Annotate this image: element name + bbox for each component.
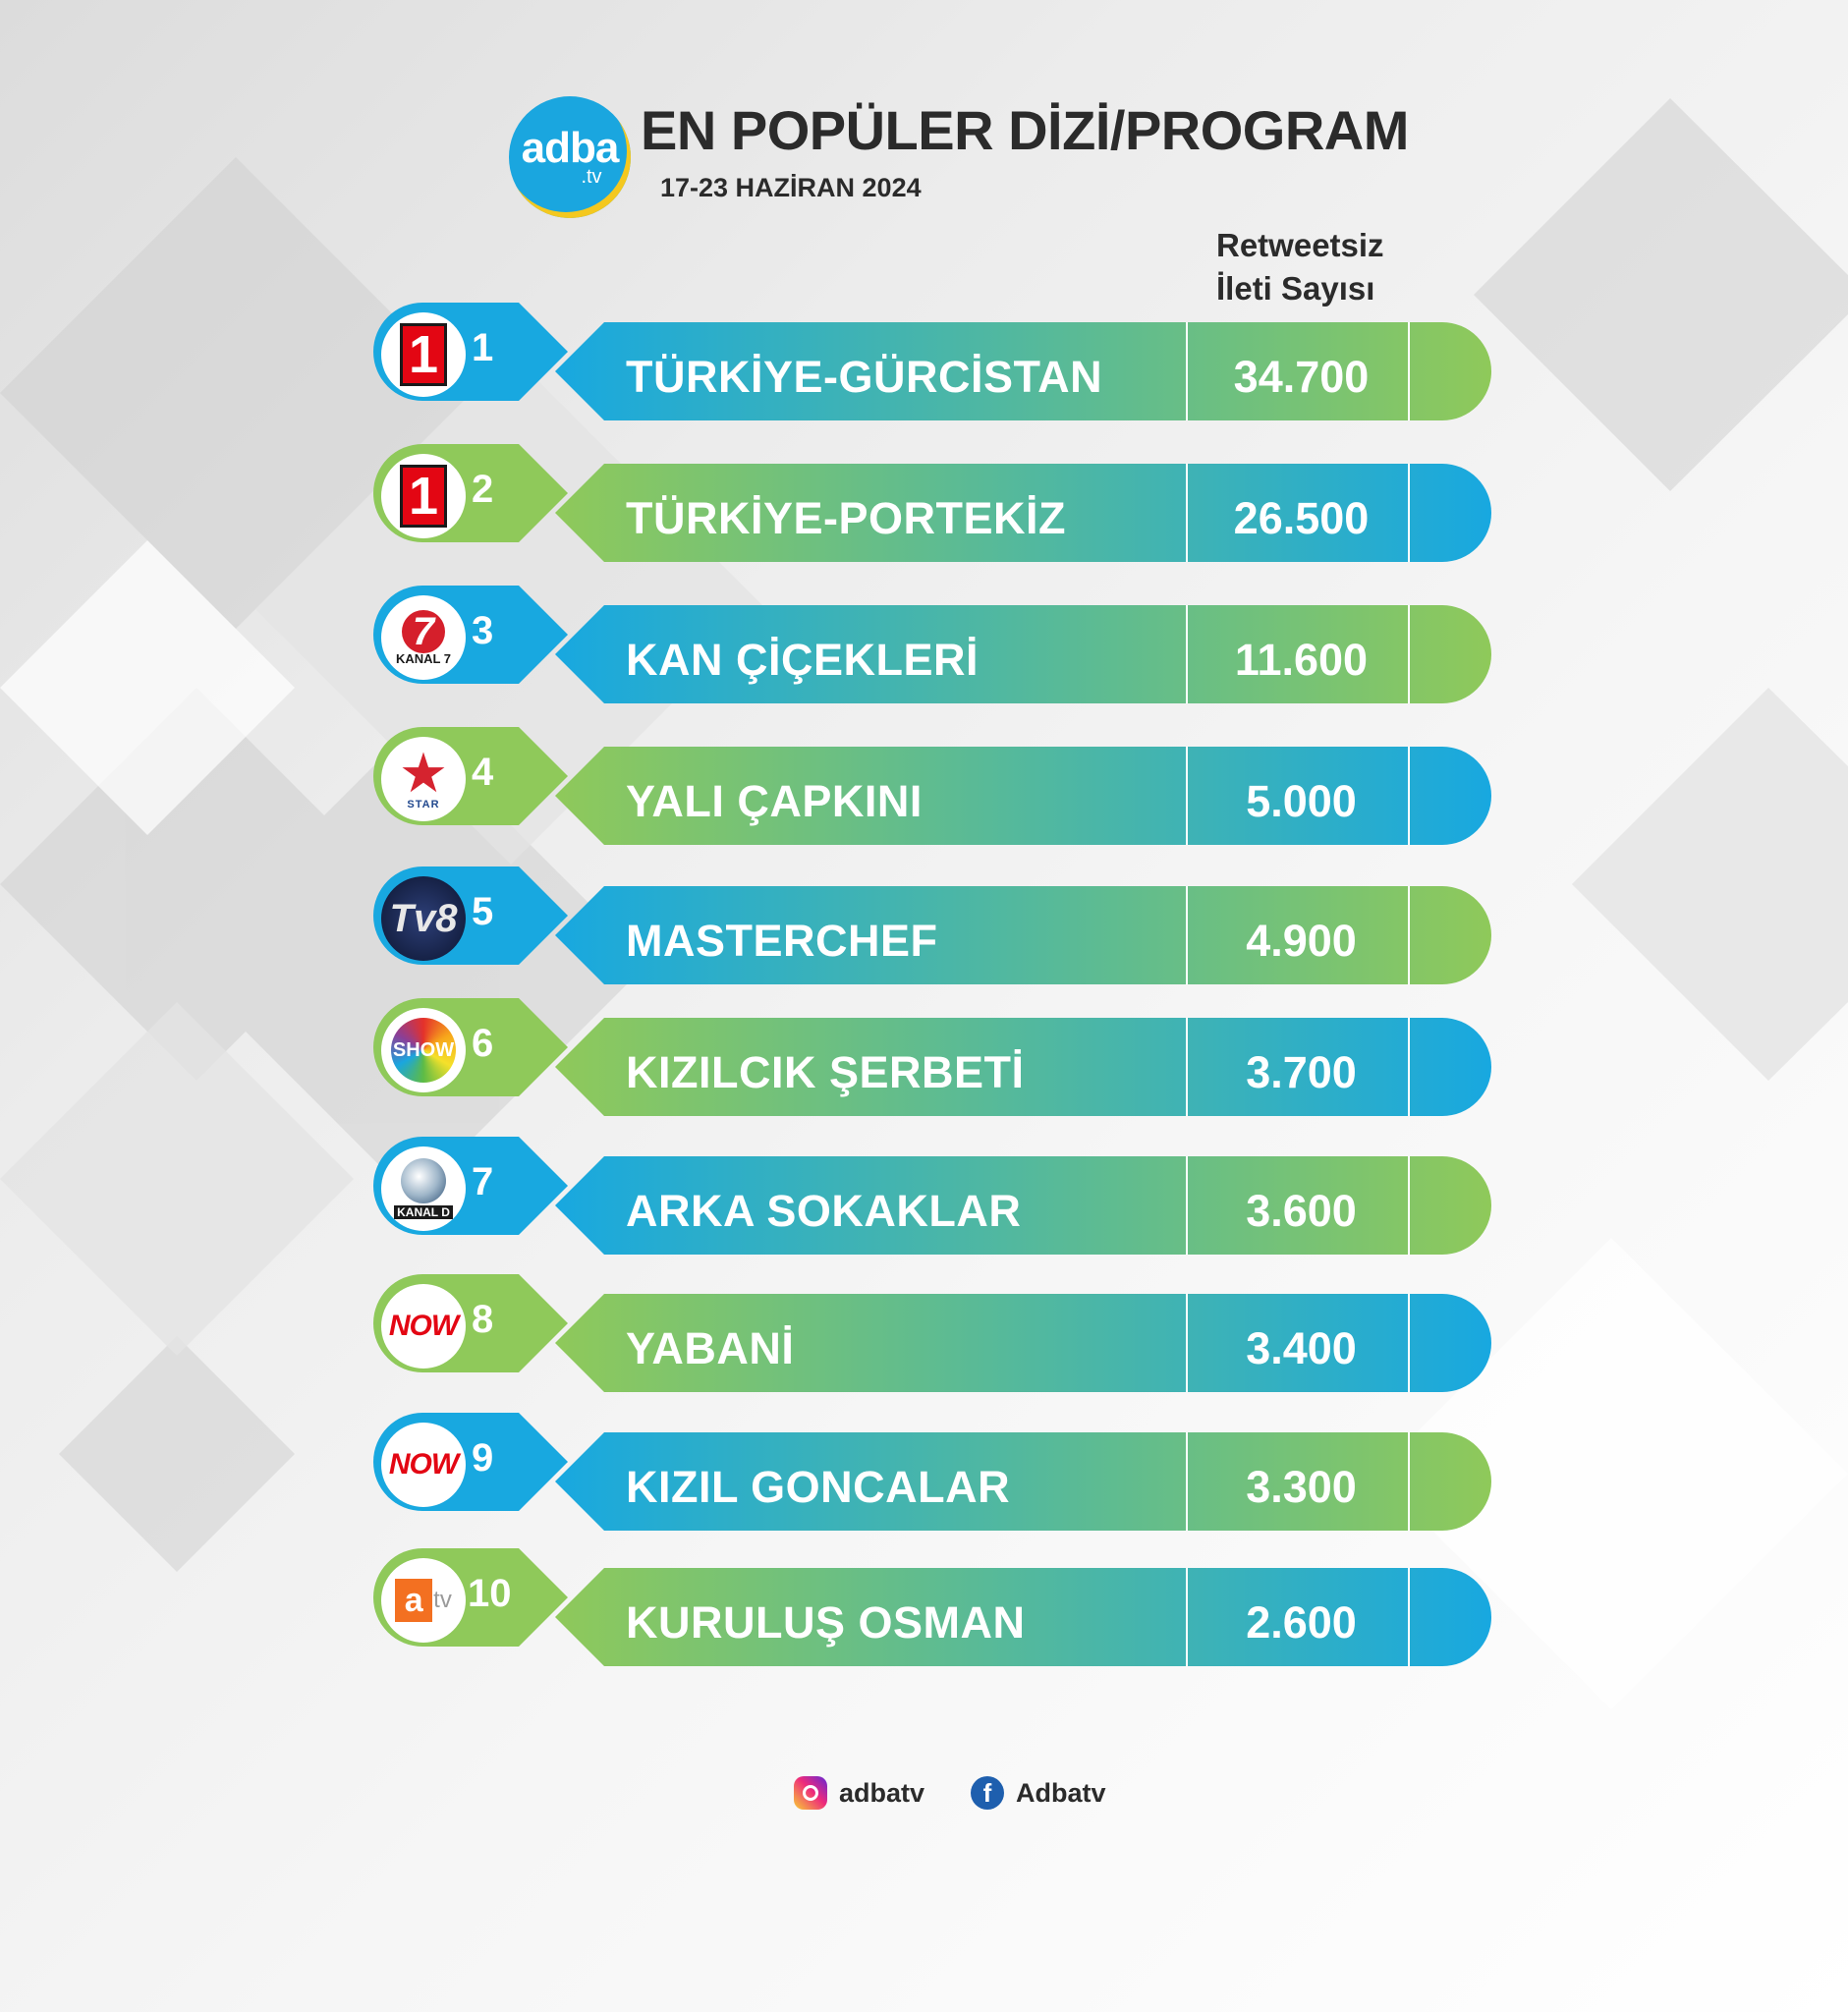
message-count: 4.900 bbox=[1246, 916, 1357, 966]
message-count: 3.300 bbox=[1246, 1462, 1357, 1512]
program-title: MASTERCHEF bbox=[626, 916, 938, 966]
rank-number: 4 bbox=[472, 751, 494, 794]
program-title: TÜRKİYE-PORTEKİZ bbox=[626, 493, 1067, 543]
kanald-eye-icon bbox=[401, 1158, 446, 1203]
ranking-row: 1 2 TÜRKİYE-PORTEKİZ 26.500 bbox=[0, 442, 1848, 570]
title-bar bbox=[555, 464, 1491, 562]
program-title: ARKA SOKAKLAR bbox=[626, 1186, 1022, 1236]
kanal7-logo: 7 KANAL 7 bbox=[395, 609, 452, 666]
rank-number: 1 bbox=[472, 326, 494, 369]
date-range: 17-23 HAZİRAN 2024 bbox=[660, 173, 922, 202]
row-shape bbox=[373, 727, 1491, 845]
channel-logo: ★ STAR bbox=[381, 737, 466, 821]
column-header: Retweetsiz İleti Sayısı bbox=[1216, 224, 1384, 310]
ranking-row: KANAL D 7 ARKA SOKAKLAR 3.600 bbox=[0, 1135, 1848, 1262]
ranking-row: Tv8 5 MASTERCHEF 4.900 bbox=[0, 865, 1848, 992]
trt1-logo: 1 bbox=[400, 465, 447, 528]
ranking-row: 7 KANAL 7 3 KAN ÇİÇEKLERİ 11.600 bbox=[0, 584, 1848, 711]
column-header-line-1: Retweetsiz bbox=[1216, 227, 1384, 263]
program-title: KAN ÇİÇEKLERİ bbox=[626, 635, 980, 685]
program-title: KURULUŞ OSMAN bbox=[626, 1597, 1026, 1648]
message-count: 2.600 bbox=[1246, 1597, 1357, 1648]
channel-logo: NOW bbox=[381, 1284, 466, 1369]
rank-number: 7 bbox=[472, 1160, 494, 1203]
channel-logo: SHOW bbox=[381, 1008, 466, 1092]
title-bar bbox=[555, 886, 1491, 984]
page-title: EN POPÜLER DİZİ/PROGRAM bbox=[641, 99, 1409, 161]
message-count: 26.500 bbox=[1233, 493, 1370, 543]
instagram-icon bbox=[794, 1776, 827, 1810]
rank-number: 2 bbox=[472, 468, 494, 511]
kanald-logo: KANAL D bbox=[394, 1158, 453, 1219]
ranking-row: NOW 9 KIZIL GONCALAR 3.300 bbox=[0, 1411, 1848, 1538]
atv-logo: a tv bbox=[395, 1579, 452, 1622]
message-count: 5.000 bbox=[1246, 776, 1357, 826]
kanal7-mark: 7 bbox=[401, 609, 445, 653]
channel-logo: 1 bbox=[381, 454, 466, 538]
program-title: YALI ÇAPKINI bbox=[626, 776, 923, 826]
title-bar bbox=[555, 747, 1491, 845]
channel-logo: KANAL D bbox=[381, 1146, 466, 1231]
channel-logo: NOW bbox=[381, 1423, 466, 1507]
facebook-icon: f bbox=[971, 1776, 1004, 1810]
ranking-row: 1 1 TÜRKİYE-GÜRCİSTAN 34.700 bbox=[0, 301, 1848, 428]
ranking-row: NOW 8 YABANİ 3.400 bbox=[0, 1272, 1848, 1400]
star-text: STAR bbox=[407, 799, 440, 810]
message-count: 34.700 bbox=[1233, 352, 1370, 402]
instagram-link[interactable]: adbatv bbox=[794, 1776, 924, 1810]
channel-logo: 1 bbox=[381, 312, 466, 397]
star-logo: ★ STAR bbox=[398, 742, 449, 811]
rank-number: 10 bbox=[468, 1572, 512, 1615]
ranking-row: a tv 10 KURULUŞ OSMAN 2.600 bbox=[0, 1546, 1848, 1674]
facebook-link[interactable]: f Adbatv bbox=[971, 1776, 1106, 1810]
tv8-logo: Tv8 bbox=[381, 876, 466, 961]
instagram-handle: adbatv bbox=[839, 1777, 925, 1808]
rank-number: 6 bbox=[472, 1022, 494, 1065]
facebook-handle: Adbatv bbox=[1016, 1777, 1106, 1808]
adba-logo: adba .tv bbox=[509, 96, 631, 218]
now-logo: NOW bbox=[388, 1448, 459, 1481]
logo-text: adba bbox=[521, 124, 620, 172]
message-count: 3.400 bbox=[1246, 1323, 1357, 1373]
star-icon: ★ bbox=[398, 742, 449, 804]
column-header-line-2: İleti Sayısı bbox=[1216, 270, 1375, 307]
ranking-row: SHOW 6 KIZILCIK ŞERBETİ 3.700 bbox=[0, 996, 1848, 1124]
title-bar bbox=[555, 605, 1491, 703]
atv-text: tv bbox=[433, 1587, 452, 1613]
message-count: 11.600 bbox=[1234, 635, 1369, 685]
kanald-text: KANAL D bbox=[394, 1205, 453, 1219]
ranking-row: ★ STAR 4 YALI ÇAPKINI 5.000 bbox=[0, 725, 1848, 853]
trt1-logo: 1 bbox=[400, 323, 447, 386]
rank-number: 5 bbox=[472, 890, 494, 933]
title-bar bbox=[555, 322, 1491, 420]
message-count: 3.600 bbox=[1246, 1186, 1357, 1236]
now-logo: NOW bbox=[388, 1310, 459, 1342]
channel-logo: Tv8 bbox=[381, 876, 466, 961]
program-title: TÜRKİYE-GÜRCİSTAN bbox=[626, 352, 1103, 402]
channel-logo: a tv bbox=[381, 1558, 466, 1643]
title-bar bbox=[555, 1018, 1491, 1116]
kanal7-text: KANAL 7 bbox=[395, 650, 452, 666]
title-bar bbox=[555, 1568, 1491, 1666]
atv-mark: a bbox=[395, 1579, 433, 1622]
row-shape bbox=[373, 1274, 1491, 1392]
show-logo: SHOW bbox=[391, 1018, 456, 1083]
program-title: KIZIL GONCALAR bbox=[626, 1462, 1011, 1512]
logo-suffix: .tv bbox=[581, 166, 602, 188]
message-count: 3.700 bbox=[1246, 1047, 1357, 1097]
rank-number: 8 bbox=[472, 1298, 494, 1341]
rank-number: 3 bbox=[472, 609, 494, 652]
program-title: KIZILCIK ŞERBETİ bbox=[626, 1047, 1025, 1097]
rank-number: 9 bbox=[472, 1436, 494, 1480]
title-bar bbox=[555, 1294, 1491, 1392]
channel-logo: 7 KANAL 7 bbox=[381, 595, 466, 680]
title-bar bbox=[555, 1156, 1491, 1255]
program-title: YABANİ bbox=[626, 1323, 795, 1373]
title-bar bbox=[555, 1432, 1491, 1531]
